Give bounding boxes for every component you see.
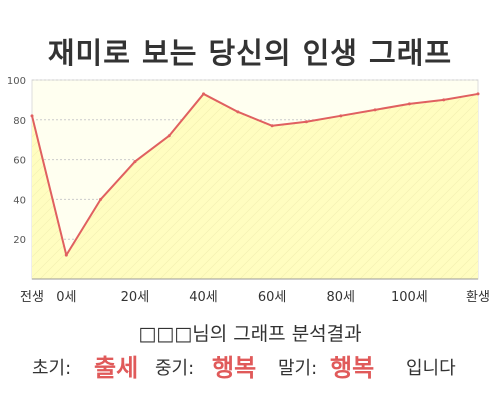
- mid-value: 행복: [212, 354, 257, 382]
- fill-texture: [279, 93, 478, 280]
- result-line: 초기: 출세 중기: 행복 말기: 행복 입니다: [0, 348, 500, 382]
- x-tick-label: 20세: [121, 290, 150, 305]
- late-label: 말기:: [278, 358, 318, 379]
- data-point: [30, 114, 34, 118]
- data-point: [373, 108, 377, 112]
- ending-text: 입니다: [406, 358, 456, 379]
- data-point: [407, 102, 411, 106]
- x-tick-label: 60세: [258, 290, 287, 305]
- fill-texture: [299, 93, 478, 280]
- data-point: [99, 197, 103, 201]
- fill-texture: [229, 93, 430, 280]
- fill-texture: [249, 93, 450, 280]
- fill-texture: [49, 93, 250, 280]
- fill-texture: [59, 93, 260, 280]
- data-point: [476, 92, 480, 96]
- chart-title: 재미로 보는 당신의 인생 그래프: [47, 36, 453, 70]
- data-point: [270, 124, 274, 128]
- y-tick-label: 60: [13, 156, 26, 167]
- fill-texture: [199, 93, 400, 280]
- early-value: 출세: [94, 354, 139, 382]
- fill-texture: [389, 93, 478, 280]
- fill-texture: [69, 93, 270, 280]
- fill-texture: [379, 93, 478, 280]
- data-point: [236, 110, 240, 114]
- fill-texture: [0, 80, 29, 279]
- fill-texture: [309, 93, 478, 280]
- life-graph-chart: 20 40 60 80 100 전생 0세 20세 40세 60세 80세 100세 환생: [0, 76, 490, 305]
- analysis-heading: □□□님의 그래프 분석결과: [138, 323, 362, 345]
- fill-texture: [429, 93, 478, 280]
- late-value: 행복: [330, 354, 375, 382]
- fill-texture: [349, 93, 478, 280]
- fill-texture: [219, 93, 420, 280]
- fill-texture: [419, 93, 478, 280]
- data-point: [304, 120, 308, 124]
- x-tick-label: 전생: [20, 290, 44, 305]
- fill-texture: [0, 80, 9, 279]
- fill-texture: [399, 93, 478, 280]
- data-point: [202, 92, 206, 96]
- fill-texture: [409, 93, 478, 280]
- y-tick-label: 20: [13, 235, 26, 246]
- fill-texture: [339, 93, 478, 280]
- y-tick-label: 40: [13, 195, 26, 206]
- data-point: [339, 114, 343, 118]
- fill-texture: [239, 93, 440, 280]
- life-line: [31, 92, 479, 257]
- fill-texture: [209, 93, 410, 280]
- y-tick-label: 80: [13, 116, 26, 127]
- fill-texture: [319, 93, 478, 280]
- fill-texture: [259, 93, 460, 280]
- y-tick-label: 100: [7, 76, 26, 87]
- data-point: [167, 134, 171, 138]
- data-point: [64, 253, 68, 257]
- early-label: 초기:: [32, 358, 72, 379]
- fill-texture: [269, 93, 470, 280]
- fill-texture: [369, 93, 478, 280]
- x-tick-label: 40세: [189, 290, 218, 305]
- mid-label: 중기:: [155, 358, 195, 379]
- x-tick-label: 100세: [391, 290, 428, 305]
- x-tick-label: 환생: [466, 290, 490, 305]
- data-point: [133, 160, 137, 164]
- x-tick-label: 80세: [327, 290, 356, 305]
- fill-texture: [329, 93, 478, 280]
- fill-texture: [439, 93, 478, 280]
- x-tick-label: 0세: [56, 290, 76, 305]
- data-point: [442, 98, 446, 102]
- fill-texture: [359, 93, 478, 280]
- fill-texture: [289, 93, 478, 280]
- fill-texture: [0, 80, 19, 279]
